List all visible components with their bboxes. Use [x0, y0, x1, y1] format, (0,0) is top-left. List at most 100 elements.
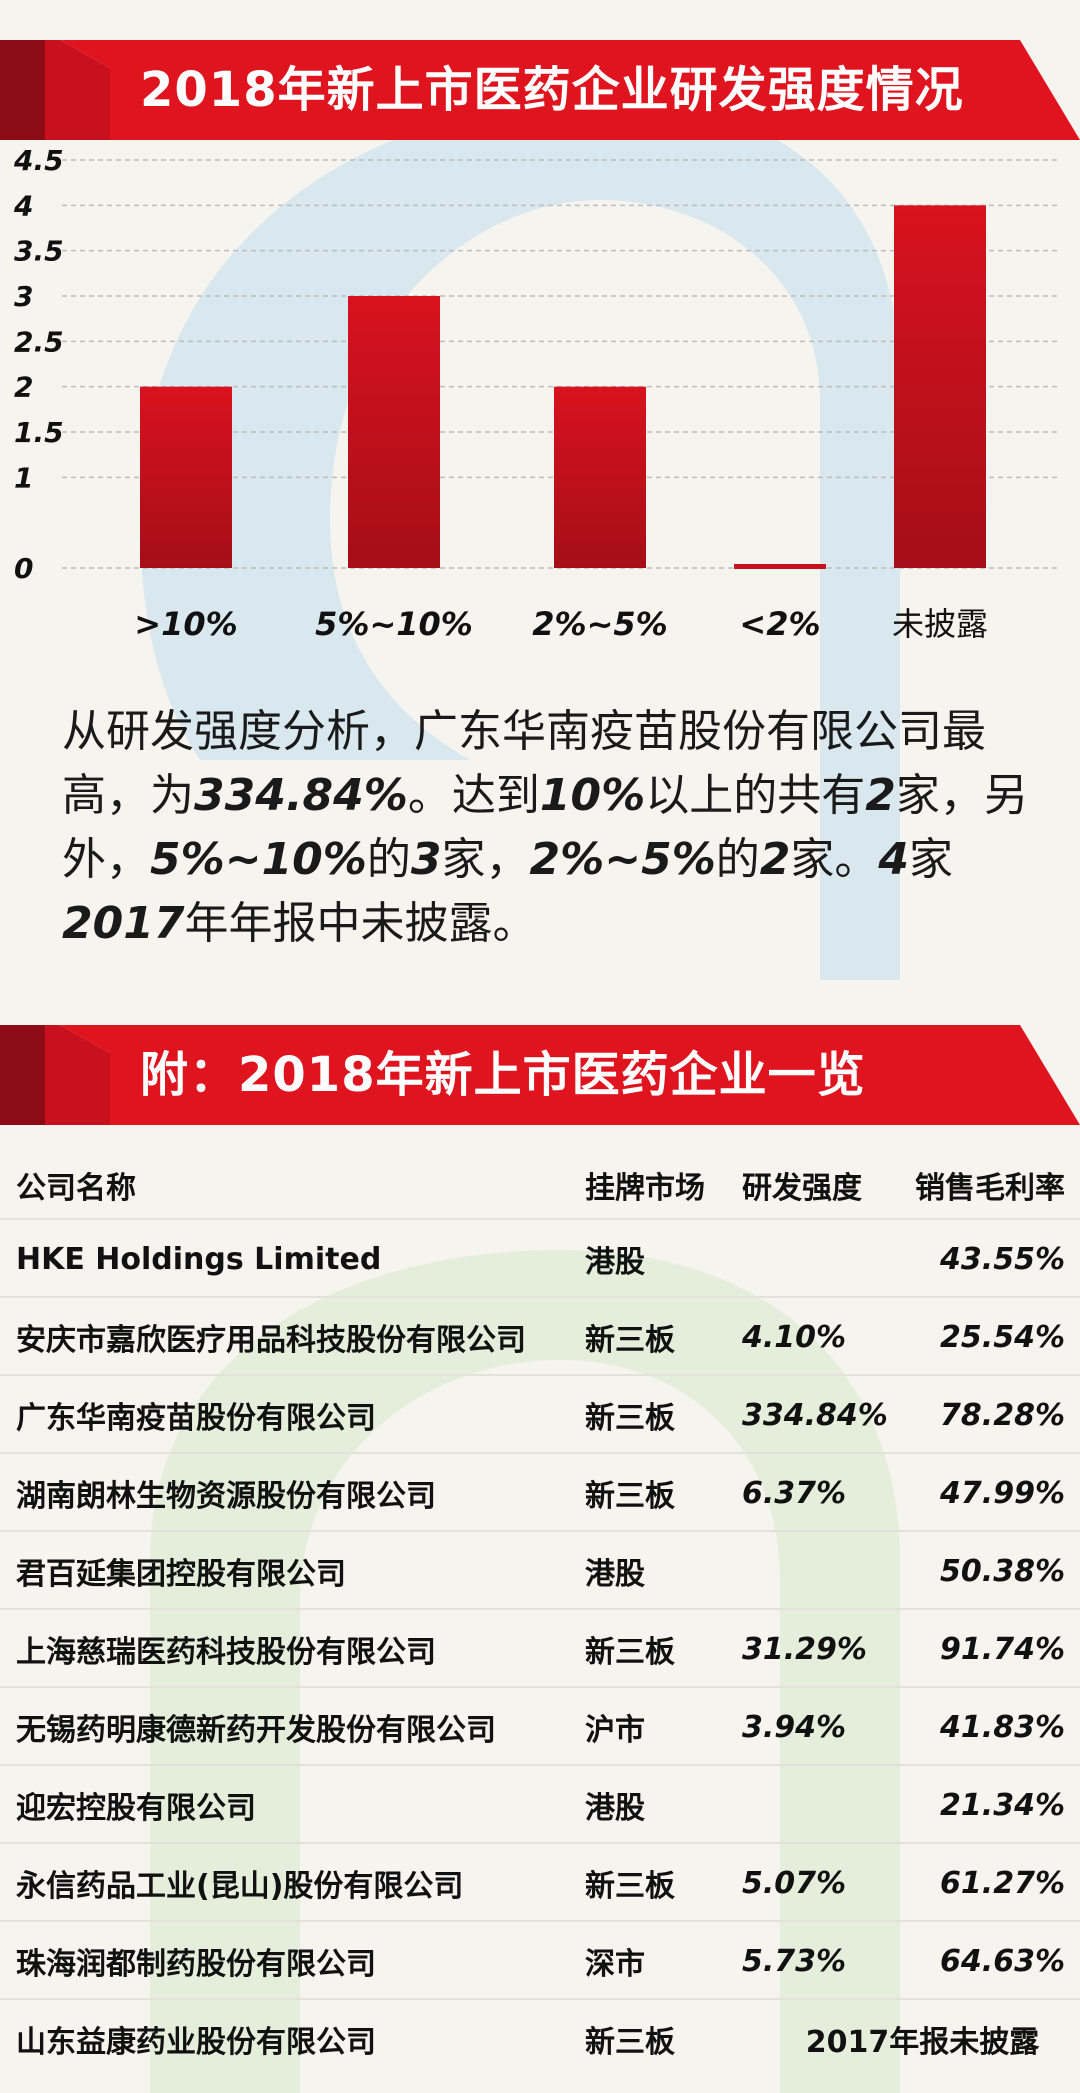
cell-gross-margin: 43.55%	[940, 1241, 1065, 1277]
bar	[348, 296, 440, 568]
para-bold-8: 4	[878, 834, 910, 885]
section2-title: 附：2018年新上市医药企业一览	[140, 1047, 866, 1103]
row-divider	[0, 1608, 1080, 1610]
cell-gross-margin: 21.34%	[940, 1787, 1065, 1823]
x-category-label: 5%~10%	[315, 605, 473, 643]
row-divider	[0, 1374, 1080, 1376]
para-text-7: 的	[715, 834, 760, 885]
para-text-1: 从研发强度分析，广东华南疫苗股份有限公司最高，为	[62, 706, 986, 821]
cell-company-name: 山东益康药业股份有限公司	[16, 2025, 376, 2060]
bar	[734, 564, 826, 569]
cell-gross-margin: 50.38%	[940, 1553, 1065, 1589]
para-bold-7: 2	[759, 834, 791, 885]
cell-gross-margin: 47.99%	[940, 1475, 1065, 1511]
row-divider	[0, 1842, 1080, 1844]
cell-market: 新三板	[585, 1869, 675, 1904]
cell-company-name: HKE Holdings Limited	[16, 1241, 382, 1277]
analysis-paragraph: 从研发强度分析，广东华南疫苗股份有限公司最高，为334.84%。达到10%以上的…	[62, 700, 1042, 956]
cell-rd-intensity: 3.94%	[742, 1709, 847, 1745]
cell-rd-intensity	[742, 1220, 902, 1298]
cell-market: 新三板	[585, 1479, 675, 1514]
cell-gross-margin: 25.54%	[940, 1319, 1065, 1355]
para-bold-2: 10%	[539, 770, 646, 821]
row-divider	[0, 1686, 1080, 1688]
cell-rd-intensity	[742, 1532, 902, 1610]
row-divider	[0, 1530, 1080, 1532]
x-category-label: <2%	[739, 605, 820, 643]
table-row: 无锡药明康德新药开发股份有限公司 沪市 3.94% 41.83%	[0, 1688, 1080, 1766]
y-tick-label: 2.5	[14, 325, 64, 358]
row-divider	[0, 1452, 1080, 1454]
table-row: 永信药品工业(昆山)股份有限公司 新三板 5.07% 61.27%	[0, 1844, 1080, 1922]
y-tick-label: 1.5	[14, 416, 64, 449]
row-divider	[0, 1920, 1080, 1922]
x-category-label: 2%~5%	[532, 605, 667, 643]
cell-company-name: 上海慈瑞医药科技股份有限公司	[16, 1635, 436, 1670]
cell-market: 港股	[585, 1791, 645, 1826]
header-market: 挂牌市场	[585, 1171, 705, 1206]
cell-market: 港股	[585, 1245, 645, 1280]
para-bold-4: 5%~10%	[150, 834, 367, 885]
cell-company-name: 安庆市嘉欣医疗用品科技股份有限公司	[16, 1323, 526, 1358]
cell-gross-margin: 61.27%	[940, 1865, 1065, 1901]
y-tick-label: 4.5	[13, 144, 64, 177]
cell-market: 新三板	[585, 1635, 675, 1670]
y-tick-label: 4	[13, 189, 33, 222]
table-body: HKE Holdings Limited 港股 43.55% 安庆市嘉欣医疗用品科技股…	[0, 1220, 1080, 2000]
bar	[140, 386, 232, 568]
table-row: 安庆市嘉欣医疗用品科技股份有限公司 新三板 4.10% 25.54%	[0, 1298, 1080, 1376]
y-tick-label: 3.5	[14, 235, 64, 268]
green-arc-shape	[150, 1250, 900, 2093]
cell-gross-margin: 78.28%	[940, 1397, 1065, 1433]
para-text-4: 家，另外，	[62, 770, 1028, 885]
row-divider	[0, 1998, 1080, 2000]
cell-rd-intensity: 5.73%	[742, 1943, 847, 1979]
cell-company-name: 永信药品工业(昆山)股份有限公司	[16, 1869, 464, 1904]
table-row: 山东益康药业股份有限公司 新三板 2017年报未披露	[0, 2000, 1080, 2078]
banner-ribbon-shape	[0, 1025, 1080, 1125]
para-text-5: 的	[366, 834, 411, 885]
table-header-row: 公司名称 挂牌市场 研发强度 销售毛利率	[0, 1150, 1080, 1220]
y-tick-label: 3	[14, 280, 33, 313]
table-row: 君百延集团控股有限公司 港股 50.38%	[0, 1532, 1080, 1610]
cell-rd-intensity: 334.84%	[742, 1397, 888, 1433]
cell-market: 新三板	[585, 1401, 675, 1436]
cell-gross-margin: 91.74%	[940, 1631, 1065, 1667]
para-bold-1: 334.84%	[194, 770, 408, 821]
para-text-9: 家	[909, 834, 954, 885]
cell-company-name: 迎宏控股有限公司	[16, 1791, 256, 1826]
para-bold-6: 2%~5%	[529, 834, 716, 885]
para-text-3: 以上的共有	[645, 770, 866, 821]
row-divider	[0, 1296, 1080, 1298]
para-bold-3: 2	[865, 770, 896, 821]
cell-company-name: 君百延集团控股有限公司	[16, 1557, 346, 1592]
para-text-2: 。达到	[407, 770, 540, 821]
row-divider	[0, 1764, 1080, 1766]
cell-company-name: 无锡药明康德新药开发股份有限公司	[16, 1713, 496, 1748]
para-bold-9: 2017	[62, 898, 185, 949]
header-company-name: 公司名称	[16, 1171, 136, 1206]
y-tick-label: 1	[14, 461, 33, 494]
section2-banner: 附：2018年新上市医药企业一览	[0, 1025, 1080, 1125]
section1-title: 2018年新上市医药企业研发强度情况	[140, 62, 964, 118]
cell-gross-margin: 41.83%	[940, 1709, 1065, 1745]
cell-rd-intensity: 31.29%	[742, 1631, 867, 1667]
cell-rd-intensity	[742, 1766, 902, 1844]
cell-note: 2017年报未披露	[805, 2025, 1040, 2060]
banner-ribbon-shape	[0, 40, 1080, 140]
cell-company-name: 湖南朗林生物资源股份有限公司	[16, 1479, 436, 1514]
cell-market: 深市	[585, 1947, 645, 1982]
rd-intensity-bar-chart: 0 1 1.5 2 2.5 3 3.5 4 4.5 >10% 5%~10% 2%~5% <2% 未披露	[13, 144, 1060, 643]
cell-company-name: 珠海润都制药股份有限公司	[16, 1947, 376, 1982]
table-row: 广东华南疫苗股份有限公司 新三板 334.84% 78.28%	[0, 1376, 1080, 1454]
cell-rd-intensity: 4.10%	[742, 1319, 847, 1355]
table-row: 迎宏控股有限公司 港股 21.34%	[0, 1766, 1080, 1844]
bar	[894, 205, 986, 569]
cell-rd-intensity: 6.37%	[742, 1475, 847, 1511]
cell-gross-margin: 64.63%	[940, 1943, 1065, 1979]
table-row: 上海慈瑞医药科技股份有限公司 新三板 31.29% 91.74%	[0, 1610, 1080, 1688]
para-text-8: 家。	[790, 834, 879, 885]
header-rd-intensity: 研发强度	[742, 1171, 862, 1206]
cell-market: 新三板	[585, 2025, 675, 2060]
